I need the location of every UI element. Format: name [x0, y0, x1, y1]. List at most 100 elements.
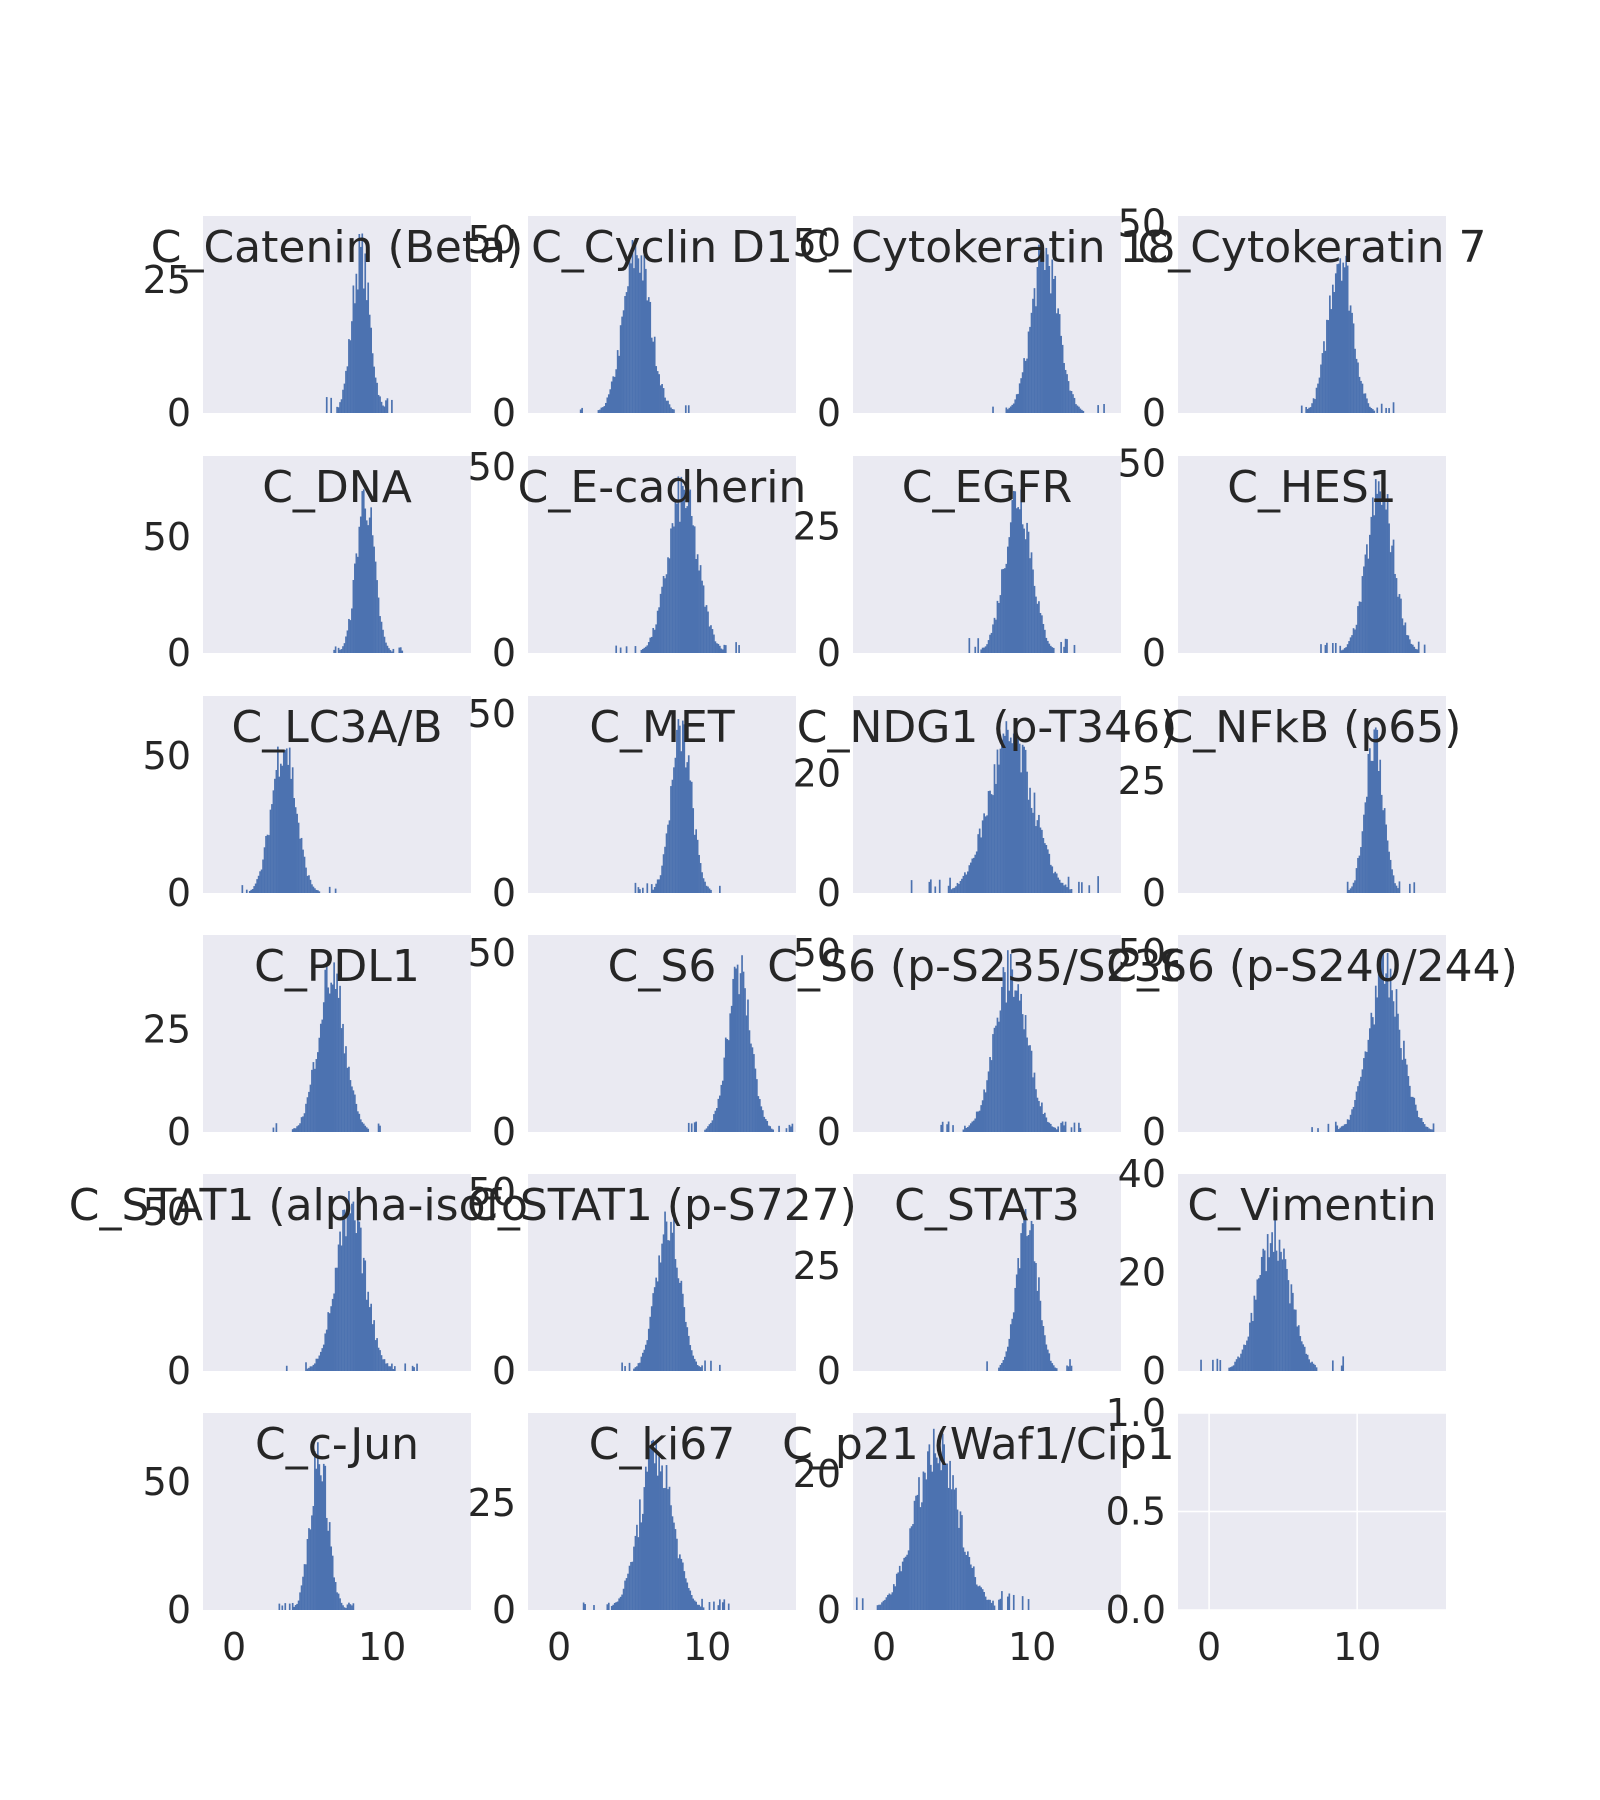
histogram-bar — [1036, 1097, 1039, 1132]
histogram-bar — [677, 719, 680, 893]
histogram-bar — [619, 1596, 622, 1610]
histogram-bar — [757, 1096, 760, 1132]
histogram-bar — [990, 1060, 993, 1132]
histogram-bar — [1014, 491, 1017, 653]
histogram-bar — [655, 366, 658, 413]
histogram-bar — [969, 1564, 972, 1610]
histogram-bar — [336, 406, 338, 413]
histogram-bar — [980, 837, 983, 893]
histogram-bar — [1012, 996, 1015, 1132]
plot-area — [203, 456, 471, 653]
y-tick-label: 25 — [793, 1244, 841, 1288]
histogram-bar — [365, 520, 368, 653]
histogram-bar — [1008, 407, 1011, 413]
histogram-bar — [1369, 748, 1371, 893]
histogram-bar — [971, 858, 974, 893]
y-tick-label: 0 — [1142, 1110, 1166, 1154]
histogram-bar — [1297, 1325, 1300, 1371]
histogram-bar — [972, 1120, 975, 1132]
histogram-bar — [1401, 618, 1404, 653]
histogram-bar — [1392, 539, 1395, 653]
plot-area — [203, 1413, 471, 1610]
histogram-bar — [764, 1119, 767, 1132]
histogram-bar — [373, 546, 375, 653]
histogram-bar — [686, 762, 689, 893]
histogram-bar — [1039, 1300, 1042, 1371]
histogram-bar — [291, 1602, 294, 1610]
histogram-bar — [607, 1602, 610, 1610]
histogram-bar — [1057, 308, 1060, 413]
histogram-bar — [1388, 997, 1390, 1132]
histogram-bar — [1069, 1359, 1071, 1371]
histogram-bar — [643, 1349, 646, 1371]
histogram-bar — [1395, 578, 1398, 653]
histogram-bar — [615, 1602, 618, 1610]
histogram-bar — [708, 1124, 711, 1132]
histogram-bar — [634, 1367, 637, 1371]
histogram-bar — [1027, 1599, 1030, 1610]
histogram-bar — [766, 1120, 769, 1132]
histogram-bar — [855, 1597, 858, 1610]
histogram-bar — [352, 1201, 355, 1371]
histogram-bar — [967, 1551, 969, 1610]
histogram-bar — [981, 647, 984, 653]
histogram-bar — [628, 256, 631, 413]
histogram-bar — [1401, 1059, 1404, 1132]
histogram-bar — [649, 1447, 652, 1610]
histogram-bar — [1367, 753, 1370, 893]
histogram-bar — [1078, 1122, 1080, 1132]
histogram-bar — [989, 1599, 991, 1610]
histogram-bar — [656, 371, 659, 413]
histogram-bar — [861, 1598, 864, 1610]
histogram-panel: 0 50C_Cytokeratin 7 — [1118, 202, 1487, 435]
histogram-bar — [646, 1340, 649, 1371]
histogram-bar — [309, 1084, 312, 1132]
histogram-bar — [303, 1564, 306, 1610]
histogram-bar — [618, 355, 621, 413]
histogram-bar — [1045, 1344, 1048, 1371]
histogram-bar — [1012, 1312, 1015, 1371]
histogram-bar — [681, 720, 684, 893]
histogram-bar — [1052, 647, 1055, 653]
histogram-bar — [1015, 990, 1018, 1132]
histogram-bar — [1002, 733, 1005, 893]
histogram-bar — [399, 647, 402, 653]
histogram-bar — [1371, 409, 1374, 413]
histogram-bar — [756, 1079, 758, 1132]
histogram-bar — [1363, 814, 1365, 893]
histogram-bar — [355, 273, 358, 413]
histogram-bar — [593, 1605, 595, 1610]
histogram-bar — [1029, 787, 1031, 893]
histogram-bar — [1389, 968, 1392, 1132]
histogram-bar — [642, 1352, 644, 1371]
histogram-bar — [1060, 641, 1062, 653]
histogram-bar — [962, 1129, 965, 1132]
histogram-bar — [1391, 545, 1393, 653]
histogram-bar — [1219, 1360, 1222, 1371]
histogram-bar — [1001, 1363, 1003, 1371]
plot-area — [1178, 696, 1446, 893]
histogram-bar — [349, 1213, 352, 1371]
histogram-bar — [690, 1350, 693, 1371]
histogram-bar — [322, 1344, 325, 1371]
histogram-bar — [1048, 266, 1051, 413]
histogram-bar — [343, 643, 346, 653]
histogram-bar — [1054, 1127, 1057, 1132]
histogram-bar — [1343, 267, 1346, 413]
histogram-bar — [1266, 1234, 1269, 1371]
histogram-bar — [978, 1585, 981, 1610]
histogram-bar — [382, 1359, 384, 1371]
histogram-bar — [256, 879, 258, 893]
histogram-bar — [1238, 1357, 1241, 1371]
histogram-bar — [1351, 886, 1353, 893]
histogram-bar — [1021, 744, 1024, 893]
histogram-bar — [892, 1584, 895, 1610]
histogram-bar — [356, 1211, 359, 1371]
histogram-bar — [1023, 1217, 1025, 1371]
histogram-bar — [649, 1316, 652, 1371]
histogram-bar — [984, 1596, 987, 1610]
histogram-bar — [1340, 650, 1343, 653]
histogram-bar — [1012, 733, 1015, 893]
panel-title: C_Cytokeratin 7 — [1137, 222, 1486, 273]
histogram-bar — [1009, 406, 1012, 413]
